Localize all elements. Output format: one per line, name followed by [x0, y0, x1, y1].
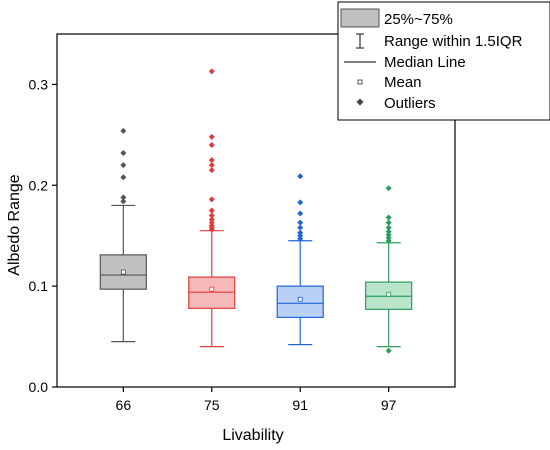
outlier-point [385, 231, 392, 238]
legend-whisker-label: Range within 1.5IQR [384, 33, 523, 50]
mean-marker [386, 291, 392, 297]
outlier-point [385, 237, 392, 244]
outlier-point [208, 222, 215, 229]
y-tick-label: 0.3 [29, 76, 49, 92]
outlier-point [385, 185, 392, 192]
legend-outlier-symbol [356, 98, 364, 106]
outlier-point [120, 194, 127, 201]
outlier-point [208, 196, 215, 203]
outlier-point [297, 224, 304, 231]
legend-median-label: Median Line [384, 54, 466, 71]
outlier-point [120, 127, 127, 134]
outlier-point [208, 133, 215, 140]
plot-frame [56, 33, 456, 388]
y-tick-label: 0.2 [29, 177, 49, 193]
outlier-point [208, 68, 215, 75]
legend: 25%~75% Range within 1.5IQR Median Line … [337, 1, 550, 121]
outlier-point [208, 157, 215, 164]
y-tick-label: 0.1 [29, 278, 49, 294]
outlier-point [297, 229, 304, 236]
mean-marker [297, 296, 303, 302]
outlier-point [208, 207, 215, 214]
legend-mean-label: Mean [384, 74, 422, 91]
legend-mean-symbol [357, 79, 363, 85]
outlier-point [385, 234, 392, 241]
outlier-point [297, 232, 304, 239]
outlier-point [208, 141, 215, 148]
outlier-point [208, 167, 215, 174]
outlier-point [208, 212, 215, 219]
outlier-point [385, 224, 392, 231]
outlier-point [120, 150, 127, 157]
outlier-point [120, 174, 127, 181]
x-axis-label: Livability [222, 427, 283, 444]
outlier-point [385, 214, 392, 221]
outlier-point [120, 162, 127, 169]
legend-box-label: 25%~75% [384, 11, 453, 28]
mean-marker [209, 286, 215, 292]
outlier-point [385, 347, 392, 354]
outlier-point [120, 198, 127, 205]
outlier-point [297, 199, 304, 206]
box-iqr [276, 285, 324, 319]
outlier-point [297, 173, 304, 180]
mean-marker [120, 269, 126, 275]
outlier-point [208, 219, 215, 226]
outlier-point [297, 235, 304, 242]
legend-whisker-symbol [356, 33, 364, 49]
x-tick-label: 97 [381, 397, 397, 413]
plot-layer: 0.0 0.1 0.2 0.3 66 75 91 97 [29, 33, 456, 413]
outlier-point [208, 216, 215, 223]
y-axis-label: Albedo Range [6, 174, 23, 276]
x-tick-label: 66 [116, 397, 132, 413]
legend-outlier-label: Outliers [384, 95, 436, 112]
y-tick-label: 0.0 [29, 379, 49, 395]
outlier-point [297, 210, 304, 217]
x-tick-label: 75 [204, 397, 220, 413]
x-tick-label: 91 [292, 397, 308, 413]
legend-box-swatch [340, 8, 380, 28]
outlier-point [208, 162, 215, 169]
outlier-point [385, 228, 392, 235]
outlier-point [385, 219, 392, 226]
outlier-point [297, 219, 304, 226]
